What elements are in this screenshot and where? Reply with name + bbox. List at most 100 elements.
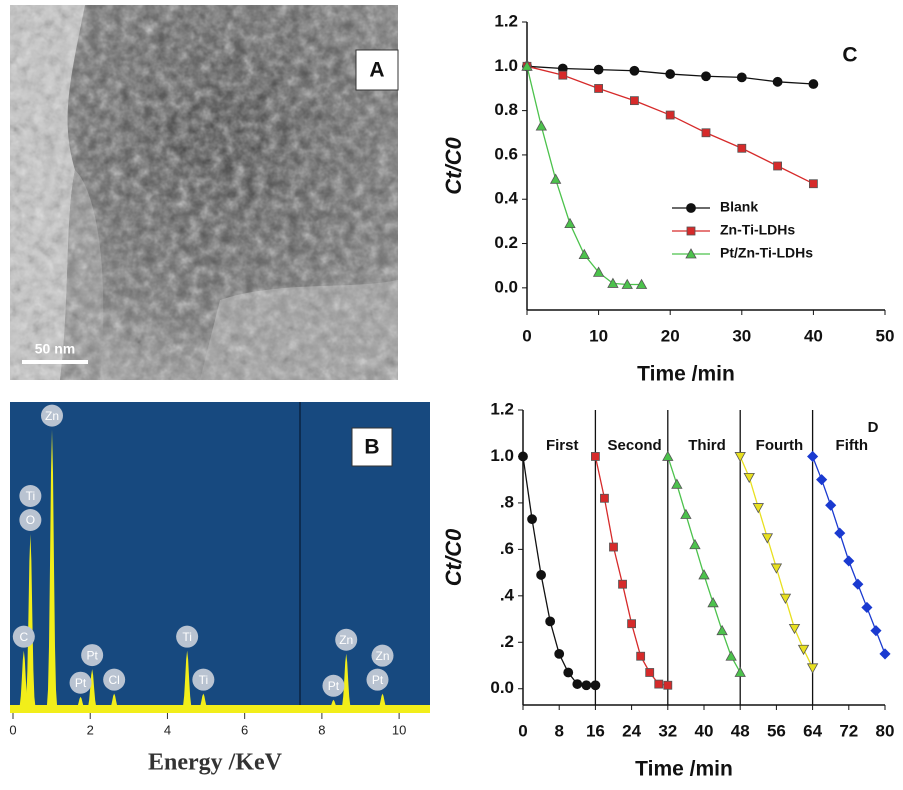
x-tick-label: 0 xyxy=(518,721,527,740)
marker xyxy=(743,472,755,484)
spectrum-peak xyxy=(324,699,343,709)
marker xyxy=(618,579,627,589)
peak-label: Zn xyxy=(376,649,390,663)
marker xyxy=(879,648,891,660)
spectrum-peak xyxy=(337,653,356,709)
legend-label: Zn-Ti-LDHs xyxy=(720,222,795,238)
spectrum-peak xyxy=(42,429,61,709)
marker xyxy=(834,527,846,539)
marker xyxy=(621,278,633,289)
marker xyxy=(665,110,675,120)
peak-label-badge xyxy=(12,625,35,648)
y-tick-label: 1.2 xyxy=(494,11,518,30)
peak-label-badge xyxy=(19,485,42,508)
marker xyxy=(654,679,664,689)
spectrum-peak xyxy=(21,534,40,709)
x-tick-label: 16 xyxy=(586,721,605,740)
x-tick-label: 32 xyxy=(658,721,677,740)
spectrum-peak xyxy=(14,650,33,709)
peak-label-badge xyxy=(366,668,389,691)
marker xyxy=(535,120,547,131)
x-tick-label: 6 xyxy=(241,722,248,737)
marker xyxy=(578,248,590,260)
x-axis-title: Energy /KeV xyxy=(148,750,283,776)
marker xyxy=(645,668,655,677)
scale-bar-label: 50 nm xyxy=(35,341,75,357)
x-tick-label: 8 xyxy=(318,722,325,737)
y-tick-label: .8 xyxy=(500,492,514,511)
legend-marker xyxy=(686,203,696,213)
marker xyxy=(518,451,528,462)
marker xyxy=(716,624,728,636)
marker xyxy=(861,601,873,614)
marker xyxy=(680,508,692,519)
marker xyxy=(852,578,864,590)
x-tick-label: 0 xyxy=(9,722,16,737)
marker xyxy=(665,69,676,79)
legend-marker xyxy=(685,248,697,259)
peak-label-badge xyxy=(103,668,126,691)
x-tick-label: 10 xyxy=(392,722,406,737)
series-label: Fifth xyxy=(836,437,868,454)
peak-label: Cl xyxy=(108,673,119,687)
peak-label-badge xyxy=(19,509,42,532)
y-tick-label: 1.0 xyxy=(490,446,514,465)
y-axis-title: Ct/C0 xyxy=(441,528,466,586)
x-tick-label: 4 xyxy=(164,722,171,737)
marker xyxy=(736,72,747,83)
panel-letter: C xyxy=(842,44,857,67)
panel-letter-box xyxy=(351,427,393,467)
marker xyxy=(545,616,556,627)
y-tick-label: 0.4 xyxy=(494,189,518,208)
marker xyxy=(594,84,603,93)
panel-letter: A xyxy=(369,59,384,82)
marker xyxy=(600,493,609,503)
spectrum-peak xyxy=(83,669,102,709)
legend-marker xyxy=(686,226,696,236)
marker xyxy=(607,277,619,288)
peak-label: O xyxy=(26,513,35,527)
x-tick-label: 40 xyxy=(695,721,714,740)
peak-label: C xyxy=(19,630,28,644)
marker xyxy=(809,179,818,189)
marker xyxy=(701,128,711,138)
x-tick-label: 56 xyxy=(767,721,786,740)
peak-label-badge xyxy=(176,625,199,648)
peak-label-badge xyxy=(69,671,92,694)
peak-label: Zn xyxy=(45,409,59,423)
x-axis-title: Time /min xyxy=(635,758,733,781)
x-tick-label: 64 xyxy=(803,721,822,740)
x-tick-label: 40 xyxy=(804,326,823,345)
peak-label: Pt xyxy=(372,673,384,687)
series-line xyxy=(739,456,814,669)
peak-label: Zn xyxy=(339,633,353,647)
marker xyxy=(563,667,574,678)
marker xyxy=(779,593,792,604)
x-axis-title: Time /min xyxy=(637,363,735,386)
marker xyxy=(807,450,819,463)
spectrum-peak xyxy=(71,696,90,709)
panel-letter: B xyxy=(364,436,379,459)
peak-label: Pt xyxy=(86,648,98,662)
marker xyxy=(572,679,583,689)
peak-label-badge xyxy=(371,644,394,667)
marker xyxy=(629,65,640,76)
series-label: First xyxy=(546,437,579,454)
marker xyxy=(797,644,810,656)
x-tick-label: 72 xyxy=(839,721,858,740)
marker xyxy=(843,555,855,567)
marker xyxy=(630,96,639,106)
panel-letter: D xyxy=(868,419,879,436)
x-tick-label: 20 xyxy=(661,326,680,345)
legend-label: Blank xyxy=(720,199,758,215)
marker xyxy=(527,514,537,525)
x-tick-label: 80 xyxy=(876,721,895,740)
marker xyxy=(591,452,600,461)
marker xyxy=(663,680,673,690)
marker xyxy=(635,278,648,289)
marker xyxy=(636,651,646,661)
series-line xyxy=(667,456,741,673)
x-tick-label: 30 xyxy=(732,326,751,345)
y-tick-label: 0.8 xyxy=(494,100,518,119)
marker xyxy=(816,474,828,486)
